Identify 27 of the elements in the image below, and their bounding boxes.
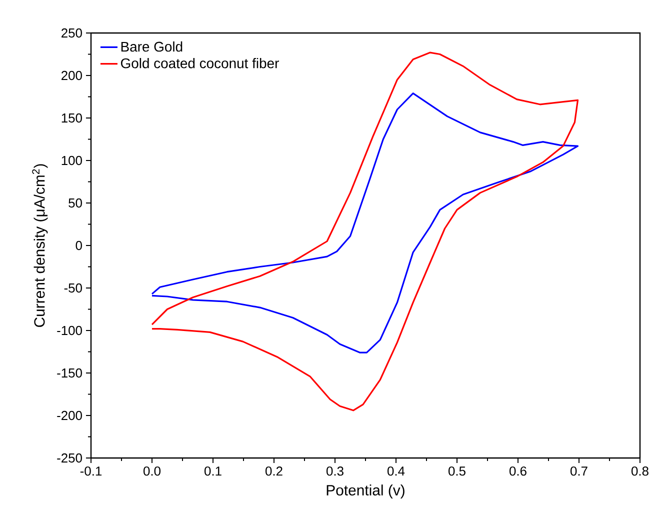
x-tick-label: -0.1 bbox=[80, 466, 102, 476]
y-tick-label: -50 bbox=[64, 283, 82, 293]
x-tick-label: 0.6 bbox=[509, 466, 526, 476]
x-tick-label: 0.8 bbox=[631, 466, 648, 476]
x-tick-label: 0.0 bbox=[144, 466, 161, 476]
y-tick-label: 0 bbox=[76, 240, 82, 250]
legend-label: Bare Gold bbox=[121, 41, 182, 52]
x-tick-label: 0.7 bbox=[570, 466, 588, 476]
y-tick-label: -100 bbox=[57, 326, 82, 336]
y-tick-label: 50 bbox=[68, 198, 82, 208]
y-tick-label: 150 bbox=[62, 113, 82, 123]
y-tick-label: 250 bbox=[62, 28, 82, 38]
legend-label: Gold coated coconut fiber bbox=[120, 58, 279, 68]
line-series bbox=[151, 52, 579, 412]
y-tick-label: -150 bbox=[57, 368, 82, 378]
x-axis-title: Potential (v) bbox=[326, 484, 404, 498]
y-tick-label: -250 bbox=[57, 453, 82, 463]
y-tick-label: 100 bbox=[62, 156, 82, 166]
x-tick-label: 0.5 bbox=[448, 466, 466, 476]
x-tick-label: 0.2 bbox=[265, 466, 282, 476]
x-tick-label: 0.3 bbox=[326, 466, 344, 476]
y-tick-label: 200 bbox=[62, 70, 82, 80]
line-series bbox=[151, 92, 579, 354]
y-tick-label: -200 bbox=[57, 410, 82, 420]
x-tick-label: 0.4 bbox=[387, 466, 405, 476]
x-tick-label: 0.1 bbox=[204, 466, 222, 476]
y-axis-title: Current density (μA/cm$^{2}$) bbox=[32, 164, 48, 327]
